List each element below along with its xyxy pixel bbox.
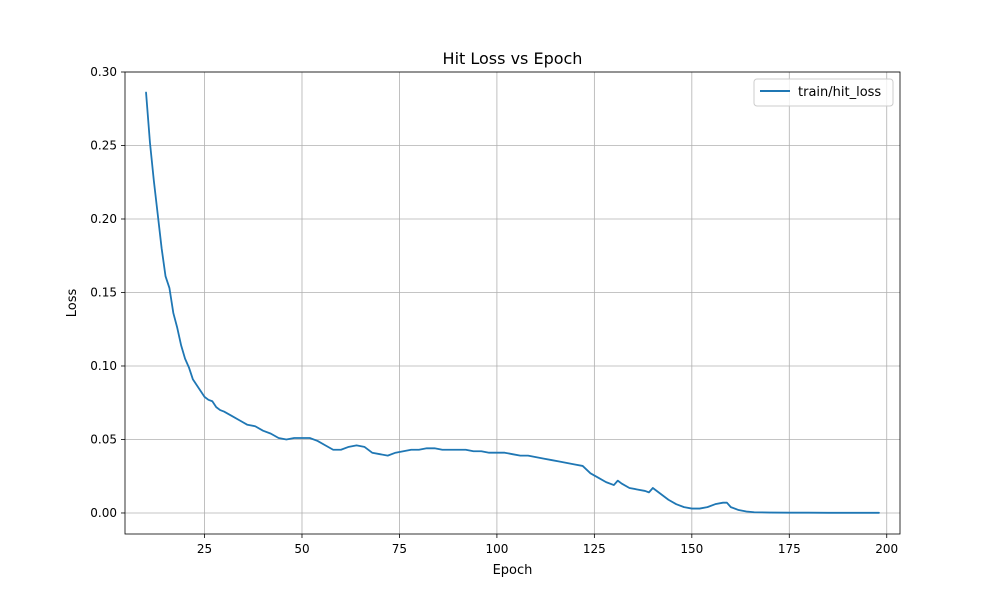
legend: train/hit_loss	[753, 78, 894, 107]
y-tick-label: 0.25	[90, 138, 117, 152]
x-tick-label: 100	[485, 542, 508, 556]
x-axis-label: Epoch	[493, 563, 533, 578]
x-tick-label: 200	[875, 542, 898, 556]
x-tick-label: 125	[583, 542, 606, 556]
x-tick-label: 75	[392, 542, 407, 556]
series-line-train-hit-loss	[145, 91, 880, 514]
legend-label: train/hit_loss	[798, 85, 881, 100]
x-tick-label: 175	[778, 542, 801, 556]
y-tick-label: 0.00	[90, 506, 117, 520]
y-tick-label: 0.30	[90, 65, 117, 79]
chart-title: Hit Loss vs Epoch	[443, 49, 583, 68]
y-tick-label: 0.20	[90, 212, 117, 226]
plot-area-background	[125, 72, 900, 534]
y-axis-label: Loss	[65, 289, 80, 318]
series-layer	[145, 91, 880, 514]
plot-area-frame	[124, 71, 901, 535]
x-tick-label: 25	[197, 542, 212, 556]
y-tick-label: 0.05	[90, 432, 117, 446]
tick-layer: 25 50 75 100 125 150 175 200 0.00 0.05 0.10 0.15 0.2…	[90, 65, 898, 556]
legend-box	[753, 78, 894, 107]
y-tick-label: 0.15	[90, 285, 117, 299]
y-tick-label: 0.10	[90, 359, 117, 373]
x-tick-label: 150	[680, 542, 703, 556]
x-tick-label: 50	[294, 542, 309, 556]
